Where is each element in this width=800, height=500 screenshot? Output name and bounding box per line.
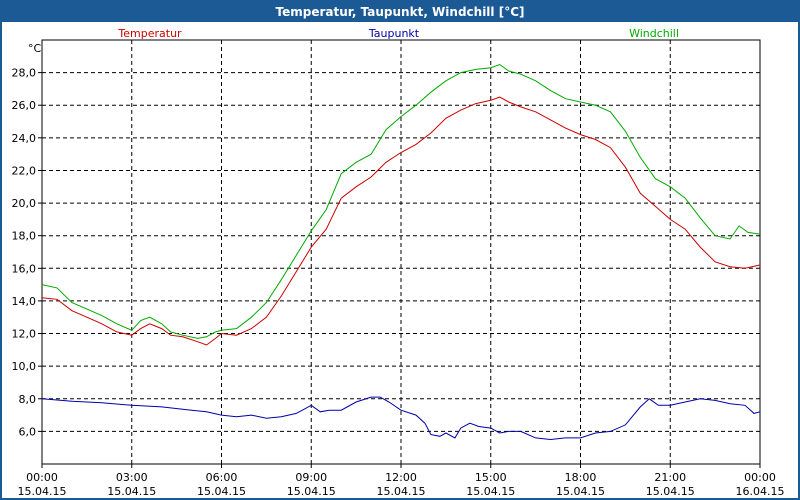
window-title: Temperatur, Taupunkt, Windchill [°C] [2,2,798,22]
x-tick-date: 15.04.15 [107,485,156,498]
y-tick-label: 12,0 [12,328,37,341]
x-tick-date: 15.04.15 [556,485,605,498]
y-tick-label: 16,0 [12,262,37,275]
y-tick-label: 26,0 [12,99,37,112]
series-line-taupunkt [41,396,761,441]
x-tick-date: 15.04.15 [197,485,246,498]
y-tick-label: 8,0 [19,393,37,406]
series-line-temperatur [41,96,761,346]
y-tick-label: 14,0 [12,295,37,308]
x-tick-time: 18:00 [565,471,597,484]
x-tick-date: 15.04.15 [287,485,336,498]
legend-item-windchill: Windchill [629,27,679,40]
line-chart: 6,0 8,0 10,0 12,0 14,0 16,0 18,0 20,0 22,0 24,0 26… [12,27,785,498]
y-tick-label: 24,0 [12,132,37,145]
x-tick-time: 00:00 [744,471,776,484]
series-line-windchill [41,63,761,339]
y-tick-label: 10,0 [12,360,37,373]
x-tick-time: 03:00 [116,471,148,484]
x-tick-time: 00:00 [26,471,58,484]
series-lines [41,63,761,441]
x-tick-time: 15:00 [475,471,507,484]
y-tick-label: 28,0 [12,67,37,80]
x-tick-time: 09:00 [295,471,327,484]
x-tick-date: 15.04.15 [18,485,67,498]
x-tick-date: 16.04.15 [736,485,785,498]
axis-ticks: 6,0 8,0 10,0 12,0 14,0 16,0 18,0 20,0 22,0 24,0 26… [12,67,785,498]
x-tick-time: 21:00 [654,471,686,484]
y-axis-label: °C [28,42,42,55]
y-tick-label: 6,0 [19,425,37,438]
x-tick-date: 15.04.15 [466,485,515,498]
y-tick-label: 20,0 [12,197,37,210]
y-tick-label: 22,0 [12,164,37,177]
x-tick-date: 15.04.15 [646,485,695,498]
grid [42,40,760,464]
y-tick-label: 18,0 [12,230,37,243]
legend-item-temperatur: Temperatur [117,27,182,40]
x-tick-date: 15.04.15 [377,485,426,498]
legend: Temperatur Taupunkt Windchill [117,27,679,40]
legend-item-taupunkt: Taupunkt [368,27,420,40]
x-tick-time: 12:00 [385,471,417,484]
x-tick-time: 06:00 [206,471,238,484]
